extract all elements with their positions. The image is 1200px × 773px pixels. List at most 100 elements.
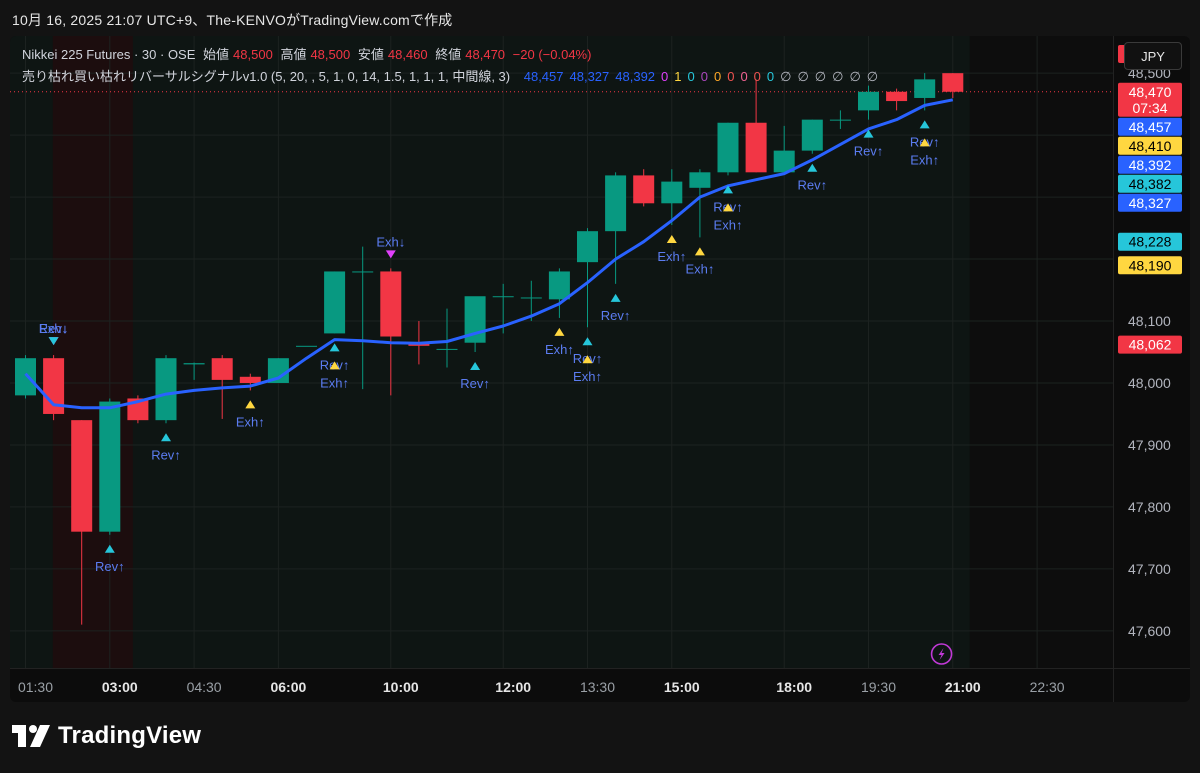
price-tag-bg bbox=[1118, 232, 1182, 251]
price-tag-label: 48,190 bbox=[1129, 257, 1172, 273]
candle-body bbox=[773, 150, 795, 173]
price-tag-label: 48,327 bbox=[1129, 195, 1172, 211]
candle-body bbox=[886, 91, 908, 102]
candle-body bbox=[352, 271, 374, 273]
open-label: 始値 bbox=[203, 47, 230, 62]
candle-body bbox=[942, 73, 964, 92]
price-tag-bg bbox=[1118, 136, 1182, 155]
candle bbox=[633, 169, 655, 207]
candle-body bbox=[380, 271, 402, 337]
chart-frame: Exh↓Rev↓Rev↑Rev↑Exh↑Rev↑Exh↑Exh↓Rev↑Exh↑… bbox=[10, 36, 1190, 702]
candle bbox=[661, 169, 683, 225]
x-tick-label: 12:00 bbox=[495, 679, 531, 695]
price-tag-label: 48,470 bbox=[1129, 84, 1172, 100]
candle-body bbox=[436, 348, 458, 350]
price-tag-bg bbox=[1118, 82, 1182, 117]
exh_down-signal-label: Exh↓ bbox=[376, 234, 405, 249]
price-tag-label: 48,062 bbox=[1129, 337, 1172, 353]
candle-body bbox=[324, 271, 346, 334]
exh_down-signal-label: Exh↓ bbox=[39, 321, 68, 336]
price-tag: 48,392 bbox=[1118, 155, 1182, 174]
rev-signal-marker bbox=[470, 362, 481, 370]
symbol-name[interactable]: Nikkei 225 Futures · 30 · OSE bbox=[22, 47, 196, 62]
rev-signal-label: Rev↑ bbox=[460, 376, 490, 391]
candle-body bbox=[267, 358, 289, 383]
exh-signal-label: Exh↑ bbox=[910, 152, 939, 167]
candle-body bbox=[520, 297, 542, 299]
price-tag: 48,382 bbox=[1118, 174, 1182, 193]
candle bbox=[239, 373, 261, 391]
indicator-value: ∅ bbox=[780, 69, 792, 84]
candle-body bbox=[745, 122, 767, 173]
candle bbox=[858, 85, 879, 120]
rev-signal-label: Rev↑ bbox=[797, 178, 827, 193]
rev-signal-label: Rev↑ bbox=[151, 447, 181, 462]
rev-signal-marker bbox=[48, 337, 59, 346]
x-tick-label: 19:30 bbox=[861, 679, 896, 695]
price-tag: 48,457 bbox=[1118, 117, 1182, 136]
price-tag-bg bbox=[1118, 193, 1182, 212]
candle bbox=[942, 73, 964, 98]
currency-button[interactable]: JPY bbox=[1124, 42, 1182, 70]
candle-body bbox=[71, 420, 93, 532]
x-tick-label: 06:00 bbox=[270, 679, 306, 695]
indicator-value: ∅ bbox=[797, 69, 809, 84]
exh-signal-marker bbox=[554, 327, 565, 336]
candle-body bbox=[15, 358, 36, 396]
exh-signal-label: Exh↑ bbox=[714, 217, 743, 232]
rev-signal-label: Rev↓ bbox=[39, 321, 69, 336]
rev-signal-marker bbox=[161, 433, 171, 442]
exh-signal-label: Exh↑ bbox=[236, 414, 265, 429]
indicator-value: 0 bbox=[727, 69, 735, 84]
exh-signal-marker bbox=[245, 400, 256, 409]
price-chart[interactable]: Exh↓Rev↓Rev↑Rev↑Exh↑Rev↑Exh↑Exh↓Rev↑Exh↑… bbox=[10, 36, 1190, 702]
x-tick-label: 04:30 bbox=[187, 679, 222, 695]
y-tick-label: 48,000 bbox=[1128, 375, 1171, 391]
candle-body bbox=[633, 175, 655, 204]
low-value: 48,460 bbox=[387, 47, 428, 62]
alert-bolt-icon bbox=[930, 643, 953, 665]
rev-signal-marker bbox=[610, 293, 621, 302]
candle bbox=[886, 88, 908, 111]
candle bbox=[605, 172, 627, 284]
indicator-value: 0 bbox=[700, 69, 708, 84]
exh-signal-marker bbox=[329, 361, 340, 370]
indicator-value: 1 bbox=[674, 69, 682, 84]
indicator-value: ∅ bbox=[832, 69, 844, 84]
price-tag-label: 48,228 bbox=[1129, 234, 1172, 250]
candle-body bbox=[661, 181, 683, 204]
price-tag-label: 48,382 bbox=[1129, 176, 1172, 192]
high-label: 高値 bbox=[280, 47, 307, 62]
exh-signal-marker bbox=[723, 203, 733, 212]
price-tag: 48,228 bbox=[1118, 232, 1182, 251]
price-tag: 48,327 bbox=[1118, 193, 1182, 212]
exh-signal-label: Exh↑ bbox=[685, 261, 714, 276]
candle bbox=[829, 110, 851, 129]
candle-body bbox=[99, 401, 121, 532]
x-tick-label: 13:30 bbox=[580, 679, 615, 695]
tradingview-logo-icon bbox=[12, 725, 50, 747]
indicator-value: 0 bbox=[766, 69, 775, 84]
exh-signal-marker bbox=[666, 234, 677, 243]
exh-signal-label: Exh↑ bbox=[320, 375, 349, 390]
candle-body bbox=[801, 119, 823, 151]
rev-signal-label: Rev↑ bbox=[854, 144, 884, 159]
price-tag: 48,062 bbox=[1118, 335, 1182, 354]
indicator-value: 48,457 bbox=[523, 69, 564, 84]
candle bbox=[352, 246, 374, 390]
candle-body bbox=[239, 376, 261, 383]
snapshot-caption: 10月 16, 2025 21:07 UTC+9、The-KENVOがTradi… bbox=[12, 12, 453, 28]
exh-signal-label: Exh↑ bbox=[657, 249, 686, 264]
price-tag-bg bbox=[1118, 174, 1182, 193]
candle-body bbox=[605, 175, 627, 232]
indicator-name[interactable]: 売り枯れ買い枯れリバーサルシグナルv1.0 (5, 20, , 5, 1, 0,… bbox=[22, 69, 511, 84]
future-area-background bbox=[969, 36, 1113, 668]
open-value: 48,500 bbox=[233, 47, 273, 62]
indicator-value: ∅ bbox=[849, 69, 861, 84]
price-tag: 48,190 bbox=[1118, 256, 1182, 275]
candle bbox=[71, 420, 93, 625]
price-tag-bg bbox=[1118, 117, 1182, 136]
exh-signal-marker bbox=[694, 247, 705, 256]
